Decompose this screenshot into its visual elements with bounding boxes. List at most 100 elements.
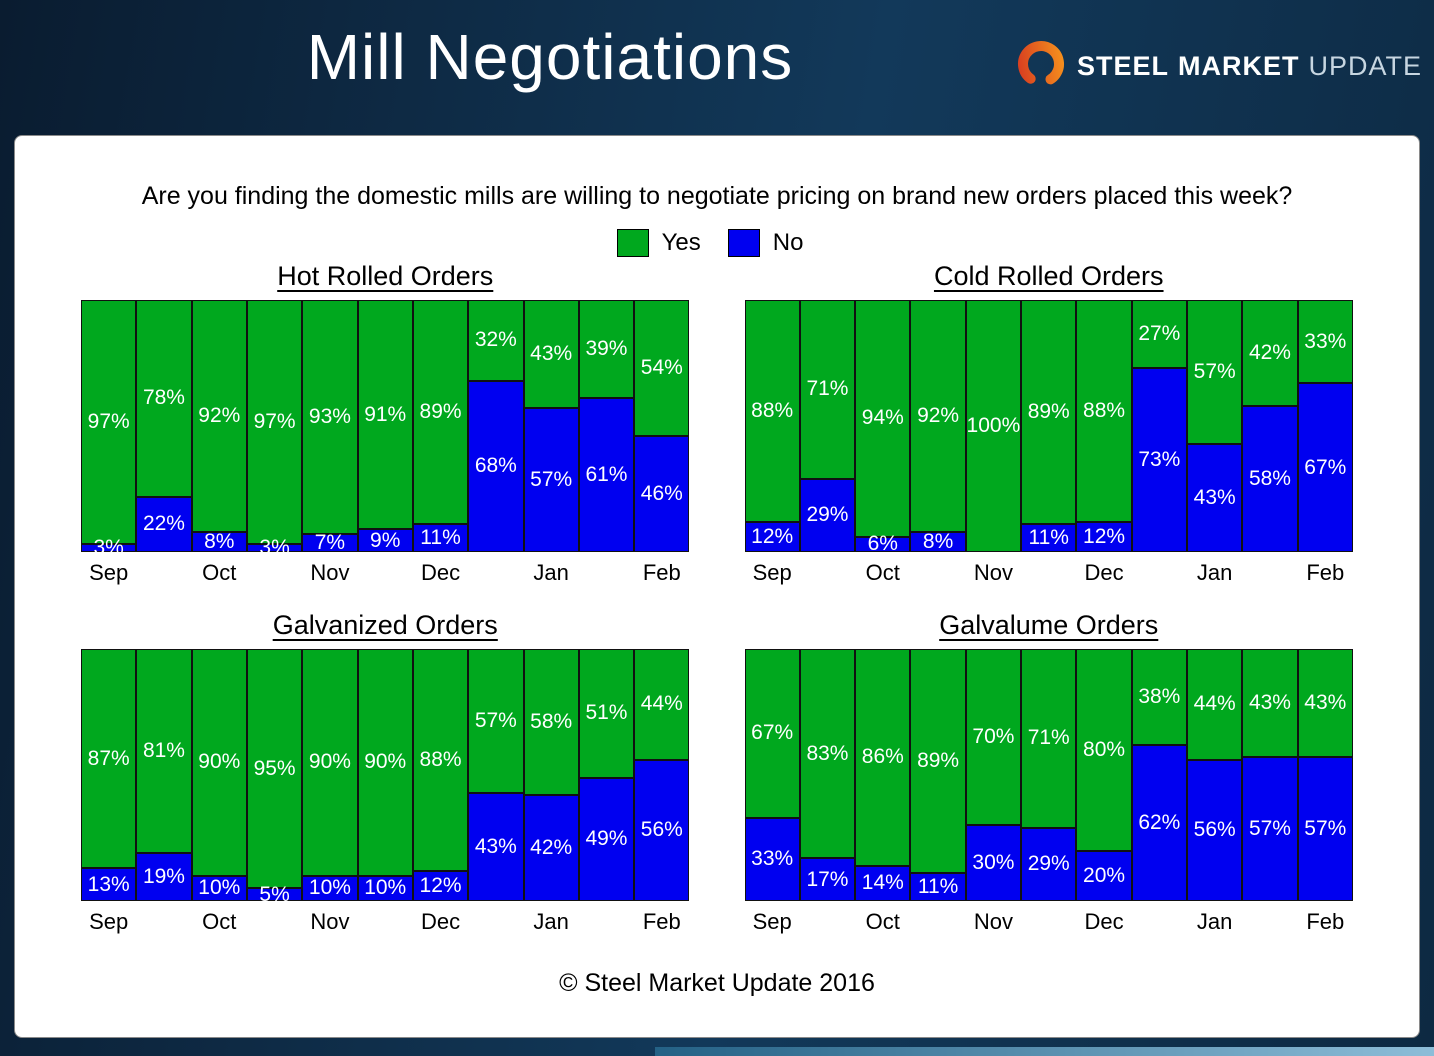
no-segment: 19%	[136, 853, 192, 901]
bar: 100%	[965, 300, 1022, 552]
yes-segment: 43%	[523, 300, 579, 409]
no-segment: 5%	[246, 883, 303, 906]
value-label: 91%	[364, 402, 407, 426]
yes-segment: 97%	[246, 300, 303, 545]
no-segment: 20%	[1076, 850, 1132, 901]
bar: 80% 20%	[1076, 649, 1132, 901]
yes-segment: 42%	[1242, 300, 1298, 406]
bar: 89% 11%	[412, 300, 469, 552]
x-axis: Sep Oct Nov Dec Jan Feb	[745, 560, 1354, 586]
month-label	[800, 909, 855, 935]
month-label	[136, 560, 191, 586]
value-label: 67%	[751, 721, 794, 745]
yes-segment: 90%	[302, 649, 358, 876]
bar: 42% 58%	[1242, 300, 1298, 552]
month-label	[910, 909, 965, 935]
month-label	[1242, 909, 1297, 935]
value-label: 81%	[142, 739, 185, 763]
value-label: 33%	[751, 847, 794, 871]
value-label: 86%	[861, 745, 904, 769]
value-label: 83%	[806, 741, 849, 765]
copyright: © Steel Market Update 2016	[559, 969, 875, 997]
page-title: Mill Negotiations	[306, 21, 794, 93]
bar: 71% 29%	[1021, 649, 1077, 901]
x-axis: Sep Oct Nov Dec Jan Feb	[745, 909, 1354, 935]
charts-grid: Hot Rolled Orders 97% 3% 78% 22% 92% 8% 97% 3% 9…	[81, 261, 1353, 935]
bar: 57% 43%	[468, 649, 524, 901]
value-label: 12%	[419, 873, 462, 897]
value-label: 12%	[751, 524, 794, 548]
no-segment: 67%	[1297, 383, 1353, 552]
value-label: 54%	[640, 356, 683, 380]
bar: 81% 19%	[136, 649, 192, 901]
month-label: Oct	[202, 560, 237, 585]
yes-segment: 27%	[1131, 300, 1187, 369]
value-label: 3%	[93, 536, 124, 560]
bar: 97% 3%	[81, 300, 137, 559]
value-label: 95%	[253, 756, 296, 780]
chart-title: Galvanized Orders	[272, 610, 498, 640]
no-segment: 14%	[855, 865, 911, 901]
month-label	[1242, 560, 1297, 586]
value-label: 33%	[1304, 329, 1347, 353]
bar: 93% 7%	[302, 300, 358, 554]
bar: 51% 49%	[578, 649, 635, 901]
value-label: 57%	[1248, 817, 1291, 841]
month-label: Feb	[1306, 560, 1345, 585]
month-label: Dec	[420, 560, 461, 585]
value-label: 57%	[1193, 359, 1236, 383]
value-label: 57%	[530, 468, 573, 492]
no-segment: 11%	[910, 873, 966, 901]
no-segment: 49%	[578, 777, 635, 901]
month-label: Sep	[89, 909, 129, 934]
no-segment: 56%	[1187, 759, 1243, 901]
yes-segment: 32%	[468, 300, 524, 381]
month-label	[468, 560, 523, 586]
month-label	[800, 560, 855, 586]
value-label: 89%	[419, 400, 462, 424]
value-label: 70%	[972, 725, 1015, 749]
value-label: 22%	[142, 512, 185, 536]
yes-segment: 57%	[1187, 300, 1243, 444]
no-segment: 13%	[81, 868, 137, 901]
month-label: Jan	[1196, 560, 1233, 585]
value-label: 7%	[314, 531, 346, 555]
logo-update-text: UPDATE	[1308, 51, 1422, 81]
month-label	[358, 560, 413, 586]
yes-segment: 43%	[1297, 649, 1353, 758]
bottom-accent-strip	[655, 1047, 1434, 1056]
no-segment: 42%	[523, 795, 579, 901]
no-segment: 12%	[412, 870, 469, 901]
yes-segment: 83%	[799, 649, 856, 859]
value-label: 32%	[474, 328, 517, 352]
yes-segment: 90%	[191, 649, 247, 876]
value-label: 9%	[370, 528, 401, 552]
month-label: Oct	[202, 909, 237, 934]
month-label: Dec	[420, 909, 461, 934]
value-label: 88%	[419, 747, 462, 771]
value-label: 13%	[87, 872, 130, 896]
yes-segment: 92%	[910, 300, 966, 532]
value-label: 67%	[1304, 455, 1347, 479]
bar: 83% 17%	[799, 649, 856, 901]
plot-area: 97% 3% 78% 22% 92% 8% 97% 3% 93% 7% 91% 9% 89% 11% 32%…	[81, 300, 690, 559]
yes-segment: 89%	[412, 300, 469, 525]
yes-segment: 94%	[855, 300, 911, 537]
bar: 32% 68%	[468, 300, 524, 552]
yes-segment: 54%	[634, 300, 690, 437]
no-segment: 56%	[634, 759, 690, 901]
value-label: 43%	[1193, 485, 1236, 509]
no-segment: 9%	[357, 529, 413, 552]
bar: 38% 62%	[1131, 649, 1187, 901]
no-segment: 10%	[302, 875, 358, 901]
value-label: 61%	[585, 463, 628, 487]
value-label: 92%	[917, 403, 960, 427]
legend-yes-swatch	[616, 229, 649, 257]
smu-logo: STEEL MARKET UPDATE	[1015, 38, 1422, 95]
yes-segment: 39%	[578, 300, 635, 399]
bar: 90% 10%	[302, 649, 358, 901]
value-label: 20%	[1083, 863, 1126, 887]
bar: 89% 11%	[1021, 300, 1077, 552]
value-label: 89%	[917, 749, 960, 773]
